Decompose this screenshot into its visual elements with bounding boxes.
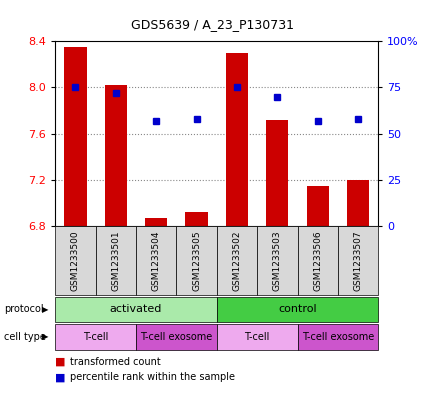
Bar (347, 180, 369, 226)
Text: T-cell: T-cell (244, 332, 270, 342)
Bar (55, 297, 217, 322)
Text: protocol: protocol (4, 305, 44, 314)
Bar (136, 226, 176, 295)
Text: GSM1233505: GSM1233505 (192, 230, 201, 291)
Text: transformed count: transformed count (70, 356, 161, 367)
Text: ▶: ▶ (42, 332, 49, 342)
Bar (64, 47, 87, 226)
Bar (266, 120, 289, 226)
Bar (217, 324, 298, 350)
Bar (176, 226, 217, 295)
Bar (185, 212, 208, 226)
Text: T-cell exosome: T-cell exosome (302, 332, 374, 342)
Text: ■: ■ (55, 372, 66, 382)
Text: control: control (278, 305, 317, 314)
Bar (226, 53, 248, 226)
Bar (55, 324, 136, 350)
Text: cell type: cell type (4, 332, 46, 342)
Bar (217, 297, 378, 322)
Bar (136, 324, 217, 350)
Bar (306, 185, 329, 226)
Text: GSM1233501: GSM1233501 (111, 230, 120, 291)
Text: percentile rank within the sample: percentile rank within the sample (70, 372, 235, 382)
Bar (217, 226, 257, 295)
Text: GDS5639 / A_23_P130731: GDS5639 / A_23_P130731 (131, 18, 294, 31)
Bar (96, 226, 136, 295)
Text: GSM1233502: GSM1233502 (232, 230, 241, 290)
Text: activated: activated (110, 305, 162, 314)
Text: ■: ■ (55, 356, 66, 367)
Bar (105, 85, 127, 226)
Text: GSM1233500: GSM1233500 (71, 230, 80, 291)
Bar (298, 226, 338, 295)
Bar (257, 226, 298, 295)
Bar (338, 226, 378, 295)
Text: GSM1233507: GSM1233507 (354, 230, 363, 291)
Text: GSM1233506: GSM1233506 (313, 230, 322, 291)
Text: T-cell: T-cell (83, 332, 108, 342)
Bar (145, 218, 167, 226)
Bar (55, 226, 96, 295)
Text: GSM1233503: GSM1233503 (273, 230, 282, 291)
Text: ▶: ▶ (42, 305, 49, 314)
Text: T-cell exosome: T-cell exosome (140, 332, 212, 342)
Text: GSM1233504: GSM1233504 (152, 230, 161, 290)
Bar (298, 324, 378, 350)
